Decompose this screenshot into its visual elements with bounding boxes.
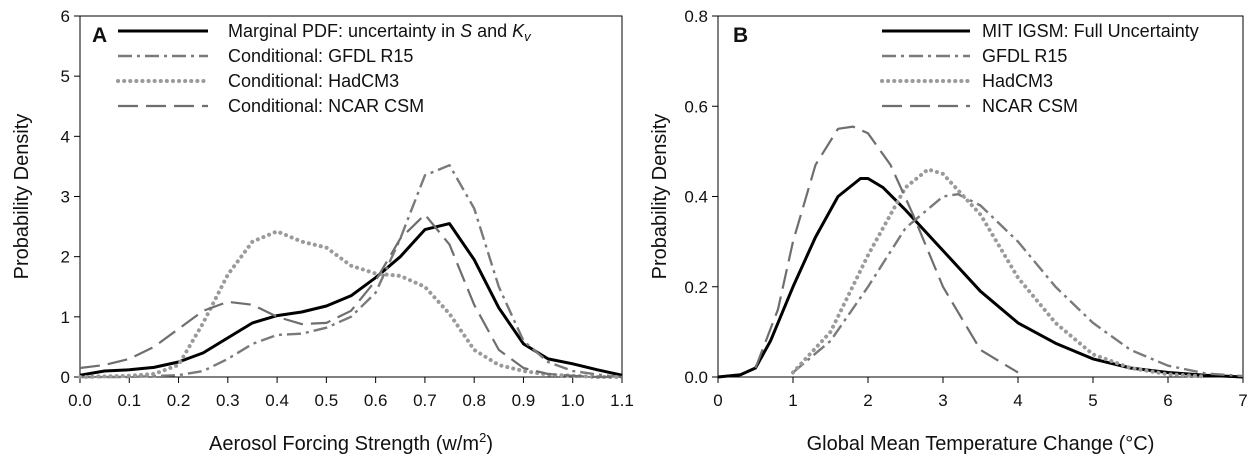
panel-a-x-tick-label: 0.0 bbox=[68, 391, 92, 410]
panel-b-panel-letter: B bbox=[733, 24, 748, 47]
panel-b-series-line-4 bbox=[754, 125, 1019, 374]
panel-a-x-axis-title: Aerosol Forcing Strength (w/m2) bbox=[209, 430, 493, 455]
panel-a-series-line-1 bbox=[79, 222, 623, 377]
panel-b-x-tick-label: 2 bbox=[863, 391, 872, 410]
panel-b-x-tick-label: 4 bbox=[1013, 391, 1022, 410]
panel-a-y-tick-label: 6 bbox=[61, 7, 70, 26]
panel-a-x-tick-label: 1.0 bbox=[561, 391, 585, 410]
panel-a-y-tick-label: 5 bbox=[61, 67, 70, 86]
panel-a-panel-letter: A bbox=[92, 24, 107, 47]
panel-a-legend-entry-4: Conditional: NCAR CSM bbox=[228, 96, 424, 116]
panel-b-legend-entry-4: NCAR CSM bbox=[982, 96, 1078, 116]
panel-a-x-tick-label: 0.6 bbox=[364, 391, 388, 410]
panel-b-x-tick-label: 1 bbox=[788, 391, 797, 410]
panel-a-x-tick-label: 0.5 bbox=[315, 391, 339, 410]
panel-a-x-tick-label: 0.3 bbox=[216, 391, 240, 410]
panel-a-y-axis-title: Probability Density bbox=[11, 114, 33, 280]
panel-a-y-tick-label: 3 bbox=[61, 188, 70, 207]
panel-a-x-tick-label: 0.2 bbox=[167, 391, 191, 410]
panel-a-y-tick-label: 0 bbox=[61, 368, 70, 387]
panel-b-y-tick-label: 0.4 bbox=[684, 188, 708, 207]
panel-b-series-line-3 bbox=[791, 167, 1208, 379]
panel-a-series-line-2 bbox=[80, 163, 623, 379]
panel-b-y-tick-label: 0.6 bbox=[684, 97, 708, 116]
panel-b-x-tick-label: 3 bbox=[938, 391, 947, 410]
panel-b-y-tick-label: 0.8 bbox=[684, 7, 708, 26]
panel-a-x-tick-label: 0.4 bbox=[265, 391, 289, 410]
panel-a-y-tick-label: 4 bbox=[61, 127, 70, 146]
panel-b-x-tick-label: 6 bbox=[1163, 391, 1172, 410]
panel-a-chart: 0 1 2 3 4 5 6 0.0 0.1 0.2 0.3 0.4 0.5 0.6 0.7 0.8 0.9 1.0… bbox=[11, 7, 634, 455]
panel-a-x-tick-label: 0.8 bbox=[462, 391, 486, 410]
panel-b-y-tick-label: 0.2 bbox=[684, 278, 708, 297]
panel-a-legend-entry-1: Marginal PDF: uncertainty in S and Kv bbox=[228, 21, 532, 44]
panel-b-x-axis-title: Global Mean Temperature Change (°C) bbox=[807, 433, 1155, 455]
panel-a-legend-entry-3: Conditional: HadCM3 bbox=[228, 71, 399, 91]
panel-a-x-tick-label: 0.9 bbox=[512, 391, 536, 410]
panel-b-legend-entry-3: HadCM3 bbox=[982, 71, 1053, 91]
panel-b-plot-frame bbox=[717, 15, 1244, 378]
panel-b-legend-entry-2: GFDL R15 bbox=[982, 46, 1067, 66]
panel-a-y-tick-label: 2 bbox=[61, 248, 70, 267]
panel-b-x-tick-label: 5 bbox=[1088, 391, 1097, 410]
panel-b-y-tick-label: 0.0 bbox=[684, 368, 708, 387]
panel-b-y-axis-title: Probability Density bbox=[649, 114, 671, 280]
panel-a-y-tick-label: 1 bbox=[61, 308, 70, 327]
panel-a-legend-entry-2: Conditional: GFDL R15 bbox=[228, 46, 413, 66]
panel-b-legend-entry-1: MIT IGSM: Full Uncertainty bbox=[982, 21, 1199, 41]
panel-a-x-tick-label: 1.1 bbox=[610, 391, 634, 410]
panel-b-chart: 0.0 0.2 0.4 0.6 0.8 0 1 2 3 4 5 6 7 Global Mean Tempe… bbox=[649, 7, 1248, 455]
panel-a-series-line-3 bbox=[78, 229, 624, 379]
panel-b-series-line-1 bbox=[717, 177, 1244, 379]
panel-b-x-tick-label: 7 bbox=[1238, 391, 1247, 410]
panel-a-x-tick-label: 0.7 bbox=[413, 391, 437, 410]
panel-a-x-tick-label: 0.1 bbox=[117, 391, 141, 410]
panel-b-series-line-2 bbox=[792, 192, 1244, 378]
panel-b-x-tick-label: 0 bbox=[713, 391, 722, 410]
panel-a-series-line-4 bbox=[79, 213, 622, 379]
